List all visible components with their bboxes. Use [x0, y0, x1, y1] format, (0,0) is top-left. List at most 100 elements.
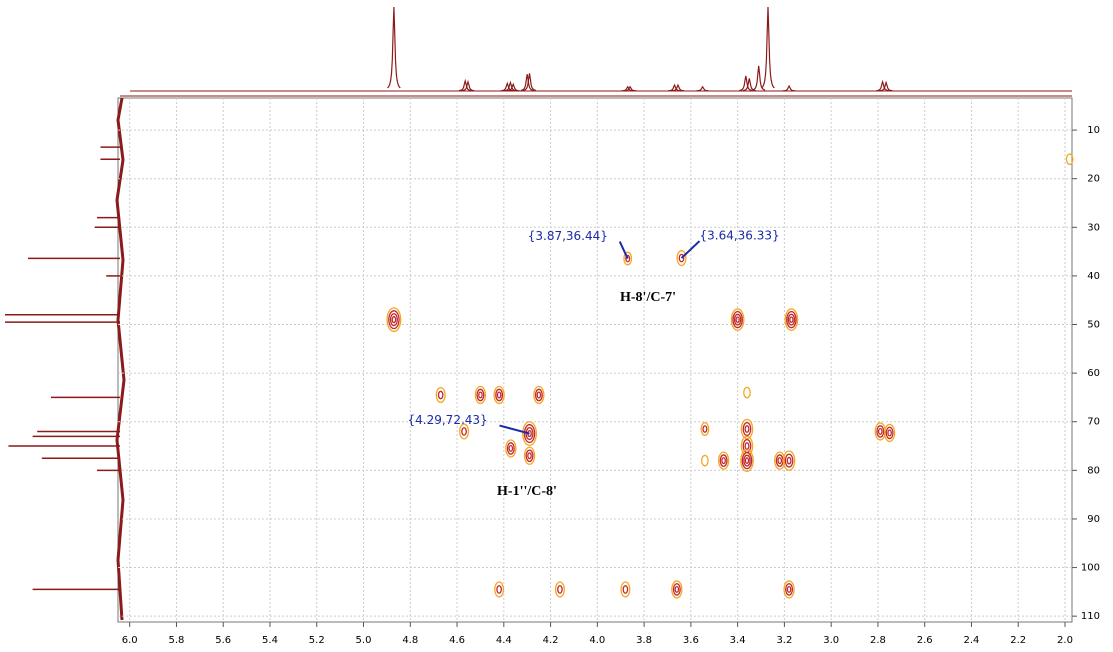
contour	[508, 444, 514, 452]
contour	[783, 580, 795, 599]
contour	[1065, 153, 1074, 166]
x-tick-label: 4.4	[496, 635, 512, 646]
contour	[494, 581, 505, 598]
cross-peak	[554, 581, 565, 598]
cross-peak	[523, 446, 536, 465]
contour	[623, 251, 633, 266]
contour	[784, 453, 794, 468]
annotation: {4.29,72.43}	[408, 413, 488, 427]
contour	[743, 386, 751, 399]
contour	[678, 253, 685, 263]
x-tick-label: 3.6	[683, 635, 699, 646]
cross-peak	[874, 422, 886, 441]
contour	[744, 425, 750, 433]
y-tick-label: 80	[1087, 465, 1100, 476]
contour	[478, 391, 483, 399]
y-tick-label: 110	[1081, 611, 1100, 622]
contour	[733, 313, 742, 326]
f2-peak	[522, 73, 537, 91]
x-tick-label: 4.6	[449, 635, 465, 646]
cross-peak	[1065, 153, 1074, 166]
cross-peak	[474, 385, 487, 405]
contour	[777, 457, 783, 465]
cross-peak	[883, 423, 896, 443]
cross-peak	[494, 581, 505, 598]
contour	[523, 424, 536, 444]
cross-peak	[730, 308, 745, 332]
contour	[742, 421, 752, 437]
contour	[388, 310, 400, 330]
f2-peak	[739, 75, 753, 92]
contour	[672, 583, 681, 596]
x-tick-label: 5.2	[309, 635, 325, 646]
f2-peak	[458, 78, 472, 92]
y-tick-label: 100	[1081, 563, 1100, 574]
contour	[522, 421, 537, 446]
x-tick-label: 2.6	[917, 635, 933, 646]
cross-peak	[783, 580, 795, 599]
contour	[505, 439, 517, 458]
contour	[877, 427, 883, 435]
contour	[620, 581, 631, 598]
contour	[719, 454, 728, 467]
x-tick-label: 3.4	[730, 635, 746, 646]
contour	[785, 583, 794, 596]
x-tick-label: 5.0	[356, 635, 372, 646]
contour	[721, 457, 726, 465]
contour	[496, 585, 502, 594]
contour	[740, 418, 754, 440]
contour	[883, 423, 896, 443]
cross-peak	[493, 385, 505, 405]
contour	[536, 391, 542, 399]
x-tick-label: 4.2	[543, 635, 559, 646]
x-tick-label: 2.4	[964, 635, 980, 646]
cross-peak	[459, 423, 470, 440]
contour	[474, 385, 487, 405]
contour	[786, 585, 792, 593]
annotation-arrow	[618, 241, 629, 260]
x-tick-label: 3.2	[776, 635, 792, 646]
contour	[876, 425, 885, 438]
contour	[533, 385, 545, 405]
cross-peak	[701, 454, 709, 467]
contour	[476, 388, 485, 402]
contour	[386, 307, 402, 333]
x-tick-label: 5.6	[215, 635, 231, 646]
f2-peak	[503, 80, 517, 92]
cross-peak	[740, 418, 754, 440]
x-tick-label: 3.8	[636, 635, 652, 646]
contour	[527, 452, 532, 460]
f2-peak	[876, 79, 890, 92]
contour	[525, 449, 534, 463]
x-tick-label: 5.4	[262, 635, 278, 646]
y-tick-label: 20	[1087, 174, 1100, 185]
contour	[671, 580, 683, 599]
f2-peak	[752, 65, 766, 91]
contour	[676, 250, 687, 267]
contour	[741, 451, 753, 470]
contour	[506, 442, 515, 455]
f2-peak	[461, 79, 475, 92]
annotation: {3.87,36.44}	[528, 229, 608, 243]
f2-peak	[500, 81, 514, 92]
y-tick-label: 90	[1087, 514, 1100, 525]
cross-peak	[717, 451, 730, 470]
contour	[523, 446, 536, 465]
cross-peak	[620, 581, 631, 598]
annotation-arrow	[499, 424, 530, 435]
contour	[744, 457, 750, 464]
contour	[735, 316, 740, 323]
f2-peak	[387, 6, 401, 89]
cross-peak	[671, 580, 683, 599]
contour	[534, 388, 543, 402]
contour	[389, 313, 398, 327]
y-tick-label: 10	[1087, 125, 1100, 136]
contour	[557, 585, 563, 594]
cross-peak	[522, 421, 537, 446]
y-tick-label: 40	[1087, 271, 1100, 282]
x-tick-label: 6.0	[122, 635, 138, 646]
cross-peak	[435, 386, 446, 404]
contour	[887, 429, 892, 437]
